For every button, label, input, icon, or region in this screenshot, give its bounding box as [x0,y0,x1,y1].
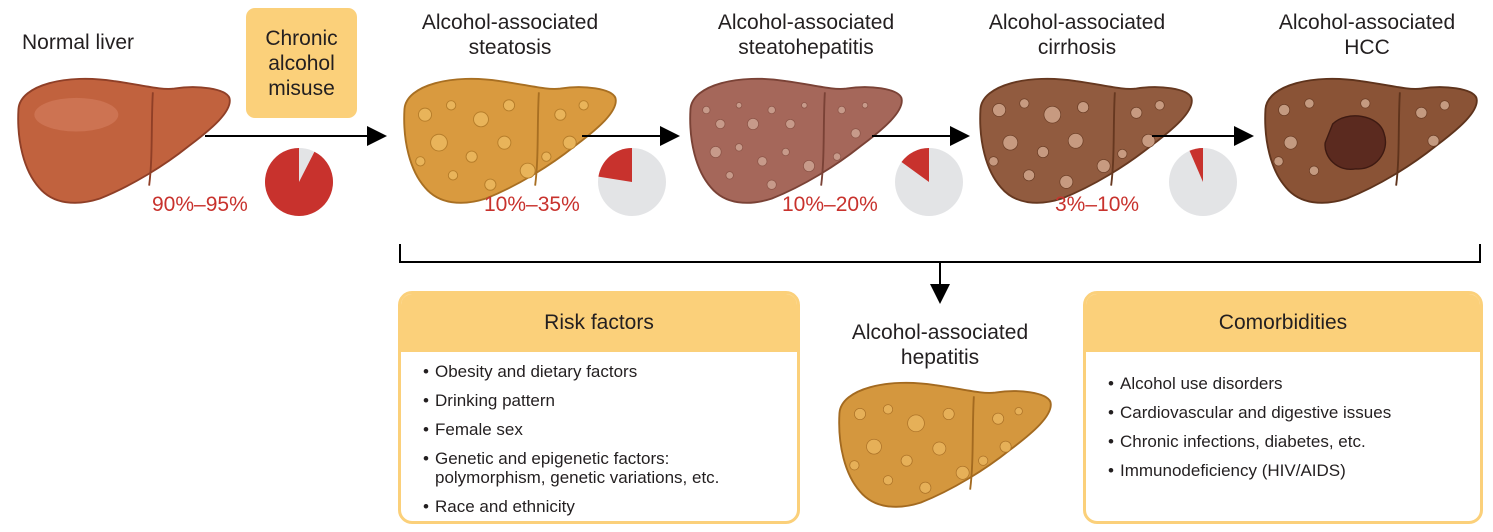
pie-slice [1189,148,1203,182]
comorbidity-item: Cardiovascular and digestive issues [1106,403,1480,422]
steatosis-liver-image [403,77,617,204]
stage-title-normal-liver: Normal liver [22,31,135,54]
comorbidity-item: Chronic infections, diabetes, etc. [1106,432,1480,451]
steatohepatitis-liver-image [689,77,903,204]
risk-factor-item: Female sex [421,420,797,439]
pie-slice [265,148,333,216]
transition-percent-2: 10%–35% [484,193,580,216]
risk-factors-title: Risk factors [401,294,797,352]
stage-title-hcc: Alcohol-associated HCC [1278,11,1456,59]
comorbidities-title: Comorbidities [1086,294,1480,352]
pie-slice [598,148,632,182]
risk-factor-item: Obesity and dietary factors [421,362,797,381]
risk-factors-list: Obesity and dietary factors Drinking pat… [401,352,797,516]
comorbidity-item: Alcohol use disorders [1106,374,1480,393]
tumor-icon [1324,115,1387,171]
transition-percent-3: 10%–20% [782,193,878,216]
bracket-line [399,244,1481,263]
transition-percent-1: 90%–95% [152,193,248,216]
chronic-alcohol-misuse-box: Chronic alcohol misuse [246,8,357,118]
risk-factor-item: Drinking pattern [421,391,797,410]
cirrhosis-liver-image [979,77,1193,204]
transition-pie-1 [265,148,333,216]
risk-factor-item: Race and ethnicity [421,497,797,516]
comorbidities-list: Alcohol use disorders Cardiovascular and… [1086,352,1480,480]
transition-pie-2 [598,148,666,216]
risk-factor-item: Genetic and epigenetic factors: polymorp… [421,449,797,487]
transition-percent-4: 3%–10% [1055,193,1140,216]
comorbidity-item: Immunodeficiency (HIV/AIDS) [1106,461,1480,480]
stage-title-cirrhosis: Alcohol-associated cirrhosis [988,11,1166,59]
transition-pie-4 [1169,148,1237,216]
pie-slice [901,148,929,182]
stage-title-steatohepatitis: Alcohol-associated steatohepatitis [717,11,895,59]
hepatitis-title: Alcohol-associated hepatitis [851,321,1029,369]
stage-title-steatosis: Alcohol-associated steatosis [421,11,599,59]
hcc-liver-image [1264,77,1478,204]
transition-pie-3 [895,148,963,216]
normal-liver-image [17,77,231,204]
risk-factors-panel: Risk factors Obesity and dietary factors… [398,291,800,524]
hepatitis-liver-image [838,381,1052,508]
comorbidities-panel: Comorbidities Alcohol use disorders Card… [1083,291,1483,524]
